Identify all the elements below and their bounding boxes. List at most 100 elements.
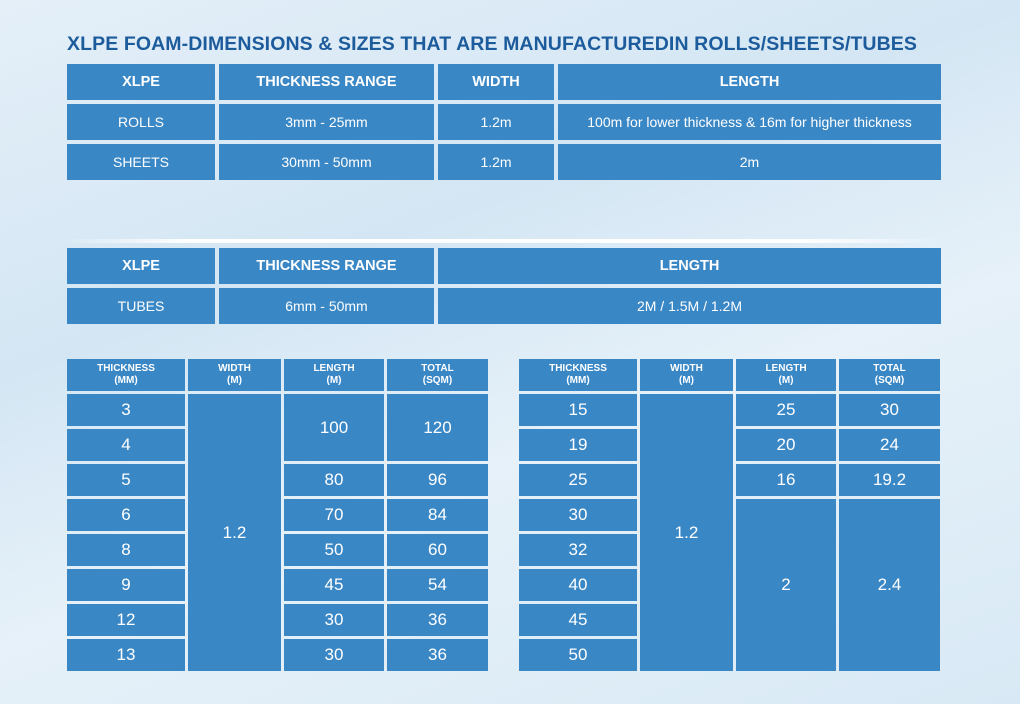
cell-thickness: 40 (519, 569, 637, 601)
cell-length: 16 (736, 464, 836, 496)
cell-type: SHEETS (67, 144, 215, 180)
cell-thickness: 25 (519, 464, 637, 496)
cell-thickness-range: 6mm - 50mm (219, 288, 434, 324)
table-row: 4 (67, 429, 488, 461)
table-row: 3 1.2 100 120 (67, 394, 488, 671)
cell-length: 70 (284, 499, 384, 531)
cell-total: 54 (387, 569, 488, 601)
cell-width: 1.2m (438, 144, 554, 180)
cell-thickness: 45 (519, 604, 637, 636)
cell-thickness: 6 (67, 499, 185, 531)
cell-length: 2m (558, 144, 941, 180)
header-unit: (M) (679, 375, 694, 386)
cell-thickness: 5 (67, 464, 185, 496)
section-divider (60, 239, 940, 243)
cell-length: 50 (284, 534, 384, 566)
cell-thickness: 9 (67, 569, 185, 601)
table-header-row: THICKNESS (MM) WIDTH (M) LENGTH (M) TOTAL (S… (67, 359, 488, 391)
cell-length: 2M / 1.5M / 1.2M (438, 288, 941, 324)
cell-thickness: 32 (519, 534, 637, 566)
header-length: LENGTH (438, 248, 941, 284)
header-label: WIDTH (670, 363, 703, 374)
table-row: 25 16 19.2 (519, 464, 940, 496)
table-row: 19 20 24 (519, 429, 940, 461)
cell-type: TUBES (67, 288, 215, 324)
header-thickness-range: THICKNESS RANGE (219, 64, 434, 100)
thin-sizes-table: THICKNESS (MM) WIDTH (M) LENGTH (M) TOTAL (S… (64, 356, 491, 674)
header-width-m: WIDTH (M) (188, 359, 281, 391)
cell-thickness: 19 (519, 429, 637, 461)
cell-length: 80 (284, 464, 384, 496)
header-xlpe: XLPE (67, 64, 215, 100)
cell-width: 1.2 (640, 394, 733, 671)
cell-total: 120 (387, 394, 488, 461)
cell-thickness: 13 (67, 639, 185, 671)
cell-thickness: 30 (519, 499, 637, 531)
header-length-m: LENGTH (M) (284, 359, 384, 391)
table-header-row: XLPE THICKNESS RANGE LENGTH (67, 248, 941, 284)
table-row: 50 (519, 639, 940, 671)
page-title: XLPE FOAM-DIMENSIONS & SIZES THAT ARE MA… (67, 33, 917, 55)
header-label: THICKNESS (549, 363, 607, 374)
cell-total: 84 (387, 499, 488, 531)
cell-total: 36 (387, 604, 488, 636)
header-width: WIDTH (438, 64, 554, 100)
header-thickness-range: THICKNESS RANGE (219, 248, 434, 284)
header-label: WIDTH (218, 363, 251, 374)
header-unit: (SQM) (874, 375, 905, 386)
header-thickness-mm: THICKNESS (MM) (519, 359, 637, 391)
table-row: 32 (519, 534, 940, 566)
table-row: TUBES 6mm - 50mm 2M / 1.5M / 1.2M (67, 288, 941, 324)
cell-thickness: 3 (67, 394, 185, 426)
header-unit: (M) (227, 375, 242, 386)
cell-length: 30 (284, 604, 384, 636)
tubes-table: XLPE THICKNESS RANGE LENGTH TUBES 6mm - … (63, 244, 945, 328)
cell-thickness: 4 (67, 429, 185, 461)
cell-thickness: 8 (67, 534, 185, 566)
cell-thickness: 15 (519, 394, 637, 426)
table-row: SHEETS 30mm - 50mm 1.2m 2m (67, 144, 941, 180)
table-row: 6 70 84 (67, 499, 488, 531)
cell-total: 19.2 (839, 464, 940, 496)
header-total-sqm: TOTAL (SQM) (387, 359, 488, 391)
cell-length: 45 (284, 569, 384, 601)
table-row: 45 (519, 604, 940, 636)
cell-total: 2.4 (839, 499, 940, 671)
table-header-row: XLPE THICKNESS RANGE WIDTH LENGTH (67, 64, 941, 100)
cell-thickness-range: 3mm - 25mm (219, 104, 434, 140)
cell-total: 96 (387, 464, 488, 496)
header-label: TOTAL (421, 363, 454, 374)
table-row: 13 30 36 (67, 639, 488, 671)
cell-thickness: 12 (67, 604, 185, 636)
thick-sizes-table: THICKNESS (MM) WIDTH (M) LENGTH (M) TOTAL (S… (516, 356, 943, 674)
header-xlpe: XLPE (67, 248, 215, 284)
cell-total: 60 (387, 534, 488, 566)
cell-type: ROLLS (67, 104, 215, 140)
cell-thickness-range: 30mm - 50mm (219, 144, 434, 180)
cell-width: 1.2m (438, 104, 554, 140)
cell-total: 30 (839, 394, 940, 426)
cell-length: 30 (284, 639, 384, 671)
table-row: 9 45 54 (67, 569, 488, 601)
header-width-m: WIDTH (M) (640, 359, 733, 391)
header-unit: (MM) (566, 375, 590, 386)
table-row: 15 1.2 25 30 (519, 394, 940, 671)
cell-total: 36 (387, 639, 488, 671)
rolls-sheets-table: XLPE THICKNESS RANGE WIDTH LENGTH ROLLS … (63, 60, 945, 184)
table-row: 30 2 2.4 (519, 499, 940, 671)
table-row: 5 80 96 (67, 464, 488, 496)
cell-total: 24 (839, 429, 940, 461)
header-label: LENGTH (313, 363, 355, 374)
header-length-m: LENGTH (M) (736, 359, 836, 391)
cell-thickness: 50 (519, 639, 637, 671)
table-row: ROLLS 3mm - 25mm 1.2m 100m for lower thi… (67, 104, 941, 140)
header-label: THICKNESS (97, 363, 155, 374)
header-unit: (SQM) (422, 375, 453, 386)
header-total-sqm: TOTAL (SQM) (839, 359, 940, 391)
header-unit: (MM) (114, 375, 138, 386)
header-length: LENGTH (558, 64, 941, 100)
table-row: 40 (519, 569, 940, 601)
header-unit: (M) (778, 375, 794, 386)
header-label: LENGTH (765, 363, 807, 374)
header-thickness-mm: THICKNESS (MM) (67, 359, 185, 391)
